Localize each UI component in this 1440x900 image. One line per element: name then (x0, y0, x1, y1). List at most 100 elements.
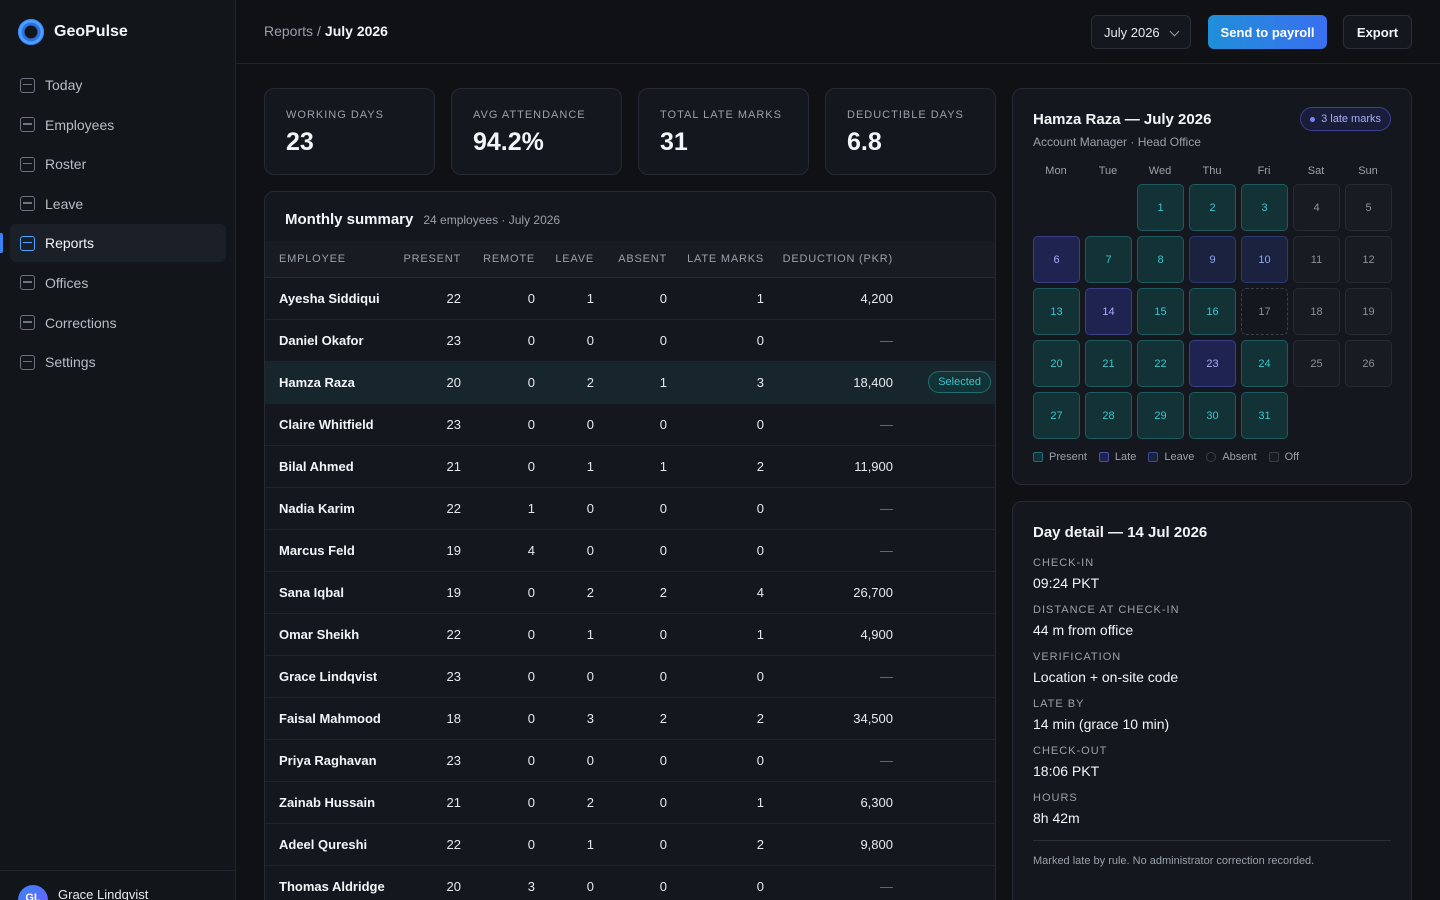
calendar-day[interactable]: 8 (1137, 236, 1184, 283)
calendar-day[interactable]: 28 (1085, 392, 1132, 439)
summary-header: Monthly summary 24 employees · July 2026 (285, 211, 560, 228)
calendar-day[interactable]: 1 (1137, 184, 1184, 231)
sidebar-item-reports[interactable]: Reports (0, 224, 226, 263)
col-late-marks[interactable]: Late marks (667, 241, 764, 278)
employees-icon (20, 117, 35, 133)
legend-label: Absent (1222, 451, 1257, 463)
cell-remote: 0 (461, 571, 535, 614)
calendar-day[interactable]: 31 (1241, 392, 1288, 439)
detail-field: Check-in 09:24 PKT (1033, 557, 1391, 591)
calendar-day[interactable]: 24 (1241, 340, 1288, 387)
calendar-day[interactable]: 7 (1085, 236, 1132, 283)
table-row[interactable]: Adeel Qureshi 22 0 1 0 2 9,800 (265, 823, 995, 866)
calendar-day[interactable]: 19 (1345, 288, 1392, 335)
table-row[interactable]: Nadia Karim 22 1 0 0 0— (265, 487, 995, 530)
table-row[interactable]: Marcus Feld 19 4 0 0 0— (265, 529, 995, 572)
calendar-day[interactable]: 13 (1033, 288, 1080, 335)
table-row[interactable]: Sana Iqbal 19 0 2 2 4 26,700 (265, 571, 995, 614)
send-to-payroll-button[interactable]: Send to payroll (1208, 15, 1327, 49)
table-row[interactable]: Ayesha Siddiqui 22 0 1 0 1 4,200 (265, 277, 995, 320)
cell-deduction: — (764, 403, 893, 446)
brand[interactable]: GeoPulse (18, 19, 128, 45)
user-profile[interactable]: GL Grace Lindqvist (0, 870, 235, 900)
col-employee[interactable]: Employee (265, 241, 393, 278)
legend-label: Late (1114, 451, 1137, 463)
cell-absent: 2 (594, 697, 667, 740)
table-row[interactable]: Faisal Mahmood 18 0 3 2 2 34,500 (265, 697, 995, 740)
export-button[interactable]: Export (1343, 15, 1412, 49)
calendar-day[interactable]: 25 (1293, 340, 1340, 387)
monthly-summary: Monthly summary 24 employees · July 2026… (264, 191, 996, 900)
calendar-day[interactable]: 30 (1189, 392, 1236, 439)
calendar-day[interactable]: 15 (1137, 288, 1184, 335)
calendar-day[interactable]: 29 (1137, 392, 1184, 439)
sidebar-item-corrections[interactable]: Corrections (10, 304, 226, 342)
calendar-day[interactable]: 9 (1189, 236, 1236, 283)
stat-avg-attendance: Avg attendance 94.2% (451, 88, 622, 175)
calendar-day[interactable]: 2 (1189, 184, 1236, 231)
field-value: 8h 42m (1033, 810, 1080, 826)
breadcrumb-parent[interactable]: Reports (264, 23, 314, 39)
cell-remote: 0 (461, 781, 535, 824)
col-remote[interactable]: Remote (461, 241, 535, 278)
calendar-day[interactable]: 5 (1345, 184, 1392, 231)
calendar-day[interactable]: 4 (1293, 184, 1340, 231)
calendar-day[interactable]: 21 (1085, 340, 1132, 387)
stat-value: 6.8 (847, 128, 882, 156)
calendar-day[interactable]: 10 (1241, 236, 1288, 283)
table-row[interactable]: Zainab Hussain 21 0 2 0 1 6,300 (265, 781, 995, 824)
col-absent[interactable]: Absent (594, 241, 667, 278)
calendar-day[interactable]: 11 (1293, 236, 1340, 283)
table-row[interactable]: Thomas Aldridge 20 3 0 0 0— (265, 865, 995, 900)
cell-late-marks: 3 (667, 361, 764, 404)
calendar-day[interactable]: 18 (1293, 288, 1340, 335)
table-row[interactable]: Claire Whitfield 23 0 0 0 0— (265, 403, 995, 446)
cell-present: 18 (393, 697, 461, 740)
col-leave[interactable]: Leave (535, 241, 594, 278)
calendar-day[interactable]: 16 (1189, 288, 1236, 335)
cell-absent: 0 (594, 655, 667, 698)
table-row[interactable]: Hamza Raza 20 0 2 1 3 18,400 Selected (265, 361, 995, 404)
calendar-day[interactable]: 27 (1033, 392, 1080, 439)
cell-deduction: 9,800 (764, 823, 893, 866)
cell-status (893, 781, 995, 824)
table-row[interactable]: Grace Lindqvist 23 0 0 0 0— (265, 655, 995, 698)
calendar-day[interactable]: 22 (1137, 340, 1184, 387)
cell-late-marks: 1 (667, 613, 764, 656)
calendar-day[interactable]: 20 (1033, 340, 1080, 387)
table-row[interactable]: Omar Sheikh 22 0 1 0 1 4,900 (265, 613, 995, 656)
calendar-day[interactable]: 17 (1241, 288, 1288, 335)
cell-status: Selected (893, 361, 995, 404)
chevron-down-icon (1169, 26, 1180, 37)
cell-present: 23 (393, 739, 461, 782)
month-select[interactable]: July 2026 (1091, 15, 1191, 49)
cell-deduction: 4,900 (764, 613, 893, 656)
sidebar-item-employees[interactable]: Employees (10, 106, 226, 144)
calendar-day[interactable]: 14 (1085, 288, 1132, 335)
cell-absent: 0 (594, 403, 667, 446)
table-row[interactable]: Bilal Ahmed 21 0 1 1 2 11,900 (265, 445, 995, 488)
cell-late-marks: 2 (667, 823, 764, 866)
col-present[interactable]: Present (393, 241, 461, 278)
late-marks-badge: 3 late marks (1300, 107, 1391, 131)
sidebar-item-leave[interactable]: Leave (10, 185, 226, 223)
detail-field: Verification Location + on-site code (1033, 651, 1391, 685)
sidebar-item-settings[interactable]: Settings (10, 343, 226, 381)
table-row[interactable]: Priya Raghavan 23 0 0 0 0— (265, 739, 995, 782)
sidebar-item-today[interactable]: Today (10, 66, 226, 104)
calendar-day[interactable]: 23 (1189, 340, 1236, 387)
calendar-day[interactable]: 3 (1241, 184, 1288, 231)
calendar-day[interactable]: 12 (1345, 236, 1392, 283)
sidebar-item-roster[interactable]: Roster (10, 145, 226, 183)
cell-employee: Thomas Aldridge (265, 865, 393, 900)
summary-title: Monthly summary (285, 211, 414, 228)
sidebar-item-offices[interactable]: Offices (10, 264, 226, 302)
breadcrumb-separator: / (317, 23, 321, 39)
calendar-day[interactable]: 26 (1345, 340, 1392, 387)
col-deduction[interactable]: Deduction (PKR) (764, 241, 893, 278)
field-label: Check-in (1033, 557, 1095, 569)
sidebar-item-label: Reports (45, 235, 95, 252)
cell-status (893, 529, 995, 572)
calendar-day[interactable]: 6 (1033, 236, 1080, 283)
table-row[interactable]: Daniel Okafor 23 0 0 0 0— (265, 319, 995, 362)
